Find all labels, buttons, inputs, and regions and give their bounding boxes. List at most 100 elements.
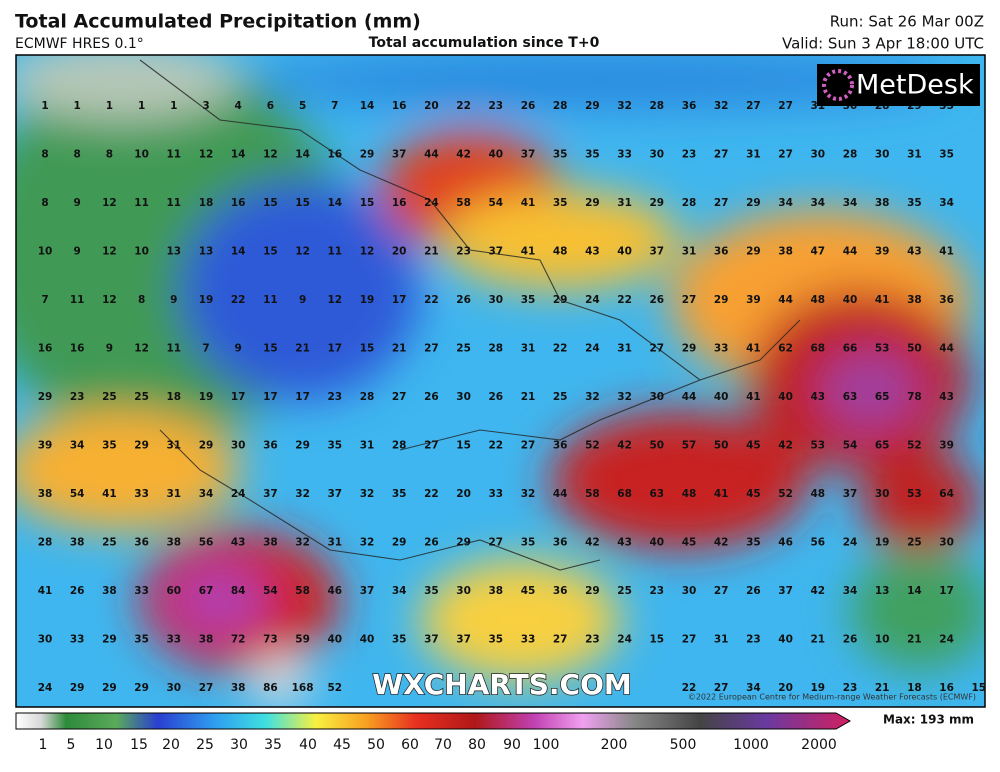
grid-value: 54 (70, 488, 85, 500)
grid-value: 15 (360, 197, 375, 209)
grid-value: 43 (907, 246, 922, 258)
grid-value: 86 (263, 682, 278, 694)
grid-value: 19 (875, 537, 890, 549)
grid-value: 26 (521, 100, 536, 112)
grid-value: 7 (202, 343, 209, 355)
logo-icon (822, 69, 854, 101)
grid-value: 48 (682, 488, 697, 500)
grid-value: 33 (70, 634, 85, 646)
map-background (16, 55, 985, 707)
grid-value: 12 (263, 149, 278, 161)
grid-value: 28 (553, 100, 568, 112)
copyright: ©2022 European Centre for Medium-range W… (688, 693, 976, 702)
colorbar-tick-label: 2000 (801, 737, 837, 753)
grid-value: 33 (134, 585, 149, 597)
grid-value: 54 (488, 197, 503, 209)
grid-value: 63 (843, 391, 858, 403)
grid-value: 13 (199, 246, 214, 258)
logo: MetDesk (856, 70, 974, 101)
grid-value: 26 (649, 294, 664, 306)
grid-value: 78 (907, 391, 922, 403)
grid-value: 34 (778, 197, 793, 209)
subtitle: Total accumulation since T+0 (369, 35, 600, 51)
grid-value: 65 (875, 391, 890, 403)
grid-value: 38 (102, 585, 117, 597)
grid-value: 29 (746, 197, 761, 209)
grid-value: 33 (521, 634, 536, 646)
grid-value: 1 (74, 100, 81, 112)
grid-value: 19 (199, 294, 214, 306)
grid-value: 9 (74, 197, 81, 209)
grid-value: 29 (38, 391, 53, 403)
grid-value: 29 (70, 682, 85, 694)
grid-value: 40 (843, 294, 858, 306)
grid-value: 168 (292, 682, 314, 694)
grid-value: 17 (295, 391, 310, 403)
grid-value: 29 (746, 246, 761, 258)
grid-value: 32 (521, 488, 536, 500)
grid-value: 27 (714, 585, 729, 597)
grid-value: 35 (907, 197, 922, 209)
grid-value: 53 (907, 488, 922, 500)
grid-value: 41 (521, 246, 536, 258)
grid-value: 4 (235, 100, 242, 112)
grid-value: 17 (392, 294, 407, 306)
grid-value: 25 (553, 391, 568, 403)
grid-value: 12 (327, 294, 342, 306)
grid-value: 14 (231, 246, 246, 258)
grid-value: 29 (682, 343, 697, 355)
colorbar-tick-label: 100 (533, 737, 560, 753)
grid-value: 27 (199, 682, 214, 694)
grid-value: 58 (585, 488, 600, 500)
colorbar-tick-label: 80 (468, 737, 486, 753)
grid-value: 23 (456, 246, 471, 258)
grid-value: 12 (102, 197, 117, 209)
colorbar-tick-label: 60 (401, 737, 419, 753)
grid-value: 11 (327, 246, 342, 258)
grid-value: 15 (263, 343, 278, 355)
colorbar-tick-label: 15 (130, 737, 148, 753)
grid-value: 9 (74, 246, 81, 258)
grid-value: 54 (263, 585, 278, 597)
grid-value: 23 (649, 585, 664, 597)
map-frame (15, 54, 986, 708)
grid-value: 6 (267, 100, 274, 112)
grid-value: 24 (843, 537, 858, 549)
grid-value: 14 (231, 149, 246, 161)
grid-value: 37 (360, 585, 375, 597)
title: Total Accumulated Precipitation (mm) (15, 11, 421, 33)
grid-value: 17 (231, 391, 246, 403)
grid-value: 30 (166, 682, 181, 694)
grid-value: 50 (649, 440, 664, 452)
colorbar-tick-label: 5 (67, 737, 76, 753)
grid-value: 9 (299, 294, 306, 306)
grid-value: 25 (102, 537, 117, 549)
grid-value: 35 (392, 634, 407, 646)
grid-value: 30 (810, 149, 825, 161)
grid-value: 27 (488, 537, 503, 549)
grid-value: 68 (617, 488, 632, 500)
grid-value: 33 (714, 343, 729, 355)
grid-value: 31 (907, 149, 922, 161)
grid-value: 21 (295, 343, 310, 355)
grid-value: 29 (392, 537, 407, 549)
grid-value: 27 (778, 149, 793, 161)
grid-value: 22 (424, 488, 439, 500)
grid-value: 62 (778, 343, 793, 355)
grid-value: 28 (649, 100, 664, 112)
grid-value: 22 (682, 682, 697, 694)
grid-value: 30 (939, 537, 954, 549)
grid-value: 35 (553, 197, 568, 209)
grid-value: 37 (392, 149, 407, 161)
grid-value: 24 (585, 343, 600, 355)
grid-value: 27 (649, 343, 664, 355)
grid-value: 37 (778, 585, 793, 597)
grid-value: 17 (939, 585, 954, 597)
grid-value: 58 (456, 197, 471, 209)
grid-value: 15 (456, 440, 471, 452)
grid-value: 29 (714, 294, 729, 306)
grid-value: 30 (38, 634, 53, 646)
grid-value: 43 (585, 246, 600, 258)
grid-value: 40 (778, 634, 793, 646)
grid-value: 27 (424, 343, 439, 355)
